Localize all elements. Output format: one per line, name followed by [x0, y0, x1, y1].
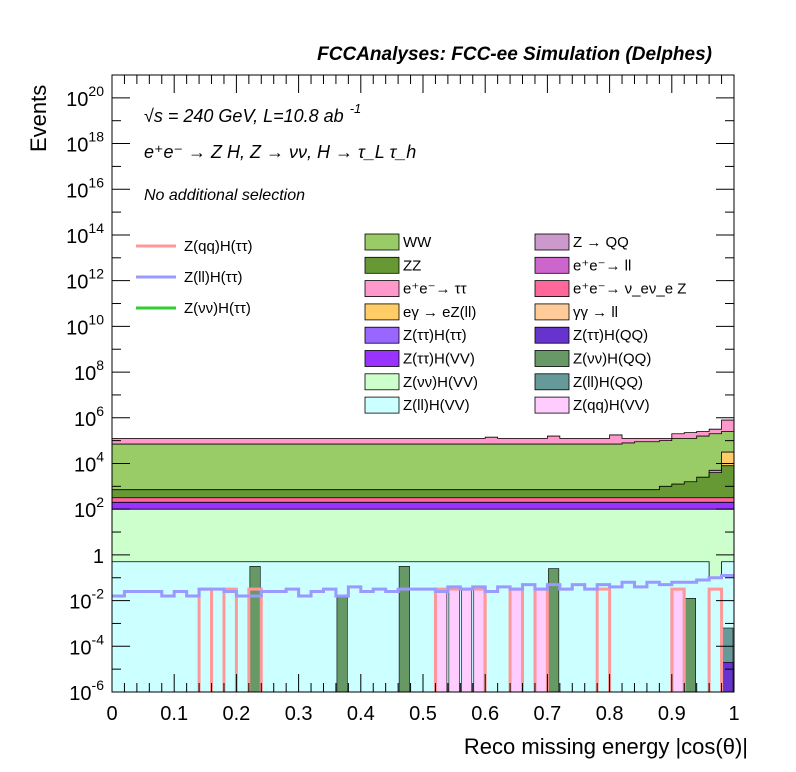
legend-swatch	[364, 233, 400, 251]
y-tick-label: 1020	[66, 83, 104, 111]
sparse-bin	[336, 595, 348, 692]
legend-swatch	[534, 303, 570, 321]
histogram-stack	[112, 419, 734, 692]
y-tick-label: 10-6	[69, 677, 104, 705]
legend-swatch	[364, 373, 400, 391]
annotation-energy-exponent: -1	[350, 101, 362, 116]
y-tick-label: 102	[74, 494, 104, 522]
x-tick-label: 0.2	[222, 703, 250, 725]
y-tick-label: 1014	[66, 220, 104, 248]
legend-swatch	[364, 396, 400, 414]
annotation-energy: √s = 240 GeV, L=10.8 ab -1	[144, 101, 361, 126]
legend-fill-label: Z(ll)H(VV)	[403, 397, 470, 414]
legend-fill-label: Z(ττ)H(QQ)	[573, 327, 648, 344]
chart-title: FCCAnalyses: FCC-ee Simulation (Delphes)	[317, 44, 712, 65]
sparse-bin	[722, 661, 734, 692]
sparse-bin	[548, 568, 560, 692]
x-tick-label: 0.6	[471, 703, 499, 725]
legend-fill-label: e⁺e⁻→ ll	[573, 257, 631, 274]
x-tick-label: 0	[106, 703, 117, 725]
sparse-bin	[398, 566, 410, 692]
legend-swatch	[364, 350, 400, 367]
legend-swatch	[364, 256, 400, 274]
y-tick-label: 1012	[66, 266, 104, 294]
signal-line-1	[112, 573, 734, 598]
sparse-bin	[672, 588, 684, 692]
legend-swatch	[534, 326, 570, 344]
x-tick-label: 0.4	[347, 703, 375, 725]
y-tick-label: 1010	[66, 311, 104, 339]
sparse-bin	[535, 588, 547, 692]
annotation-selection: No additional selection	[144, 187, 305, 204]
signal-lines	[112, 573, 734, 692]
y-tick-label: 104	[74, 448, 104, 476]
sparse-bin	[448, 588, 460, 692]
legend-line-label: Z(ll)H(ττ)	[184, 269, 243, 286]
legend-fill-label: Z(νν)H(QQ)	[573, 351, 651, 368]
y-tick-label: 1	[93, 546, 104, 568]
sparse-bin	[461, 588, 473, 692]
legend-fill-label: e⁺e⁻→ ττ	[403, 281, 467, 298]
x-axis: 0 0.1 0.2 0.3 0.4 0.5 0.6 0.7 0.8 0.9 1	[106, 75, 740, 725]
x-tick-label: 0.5	[409, 703, 437, 725]
stack-layer-0	[112, 561, 734, 692]
y-tick-label: 10-2	[69, 586, 104, 614]
x-tick-label: 1	[728, 703, 739, 725]
x-tick-label: 0.3	[285, 703, 313, 725]
legend-swatch	[534, 373, 570, 391]
legend-fill-label: γγ → ll	[573, 304, 618, 321]
legend: Z(qq)H(ττ) Z(ll)H(ττ) Z(νν)H(ττ) WW ZZ e⁺e⁻→ …	[136, 233, 686, 414]
legend-fill-label: Z(ττ)H(ττ)	[403, 327, 467, 344]
x-tick-label: 0.1	[160, 703, 188, 725]
y-axis-label: Events	[26, 85, 51, 152]
legend-fill-label: ZZ	[403, 257, 421, 274]
legend-fill-label: eγ → eZ(ll)	[403, 304, 476, 321]
legend-fill-label: e⁺e⁻→ ν_eν_e Z	[573, 281, 686, 298]
annotation-process: e⁺e⁻ → Z H, Z → νν, H → τ_L τ_h	[144, 142, 416, 162]
legend-fill-label: Z(νν)H(VV)	[403, 374, 478, 391]
sparse-bin	[510, 588, 522, 692]
sparse-bin	[436, 588, 448, 692]
x-tick-label: 0.8	[596, 703, 624, 725]
x-axis-label: Reco missing energy |cos(θ)|	[464, 734, 748, 759]
plot-area	[112, 75, 734, 692]
sparse-bin	[249, 566, 261, 692]
y-tick-label: 108	[74, 357, 104, 385]
x-tick-label: 0.7	[533, 703, 561, 725]
legend-fill-label: WW	[403, 234, 432, 251]
y-tick-label: 106	[74, 403, 104, 431]
y-tick-label: 1016	[66, 174, 104, 202]
legend-fill-label: Z(ττ)H(VV)	[403, 351, 475, 368]
annotations: √s = 240 GeV, L=10.8 ab -1 e⁺e⁻ → Z H, Z …	[144, 101, 416, 204]
legend-line-label: Z(νν)H(ττ)	[184, 300, 251, 317]
y-tick-label: 1018	[66, 129, 104, 157]
sparse-bin	[473, 588, 485, 692]
legend-fill-label: Z → QQ	[573, 234, 629, 251]
y-tick-label: 10-4	[69, 631, 104, 659]
legend-swatch	[534, 396, 570, 414]
legend-swatch	[364, 280, 400, 298]
legend-fill-label: Z(ll)H(QQ)	[573, 374, 643, 391]
legend-swatch	[364, 303, 400, 321]
legend-swatch	[364, 326, 400, 344]
legend-swatch	[534, 280, 570, 298]
sparse-bin	[684, 598, 696, 692]
legend-swatch	[534, 256, 570, 274]
y-axis: 10-6 10-4 10-2 1 102 104 106 108 1010 1012 1014 101…	[66, 83, 734, 705]
legend-fill-label: Z(qq)H(VV)	[573, 397, 650, 414]
legend-line-label: Z(qq)H(ττ)	[184, 238, 253, 255]
legend-swatch	[534, 350, 570, 367]
legend-swatch	[534, 233, 570, 251]
x-tick-label: 0.9	[658, 703, 686, 725]
